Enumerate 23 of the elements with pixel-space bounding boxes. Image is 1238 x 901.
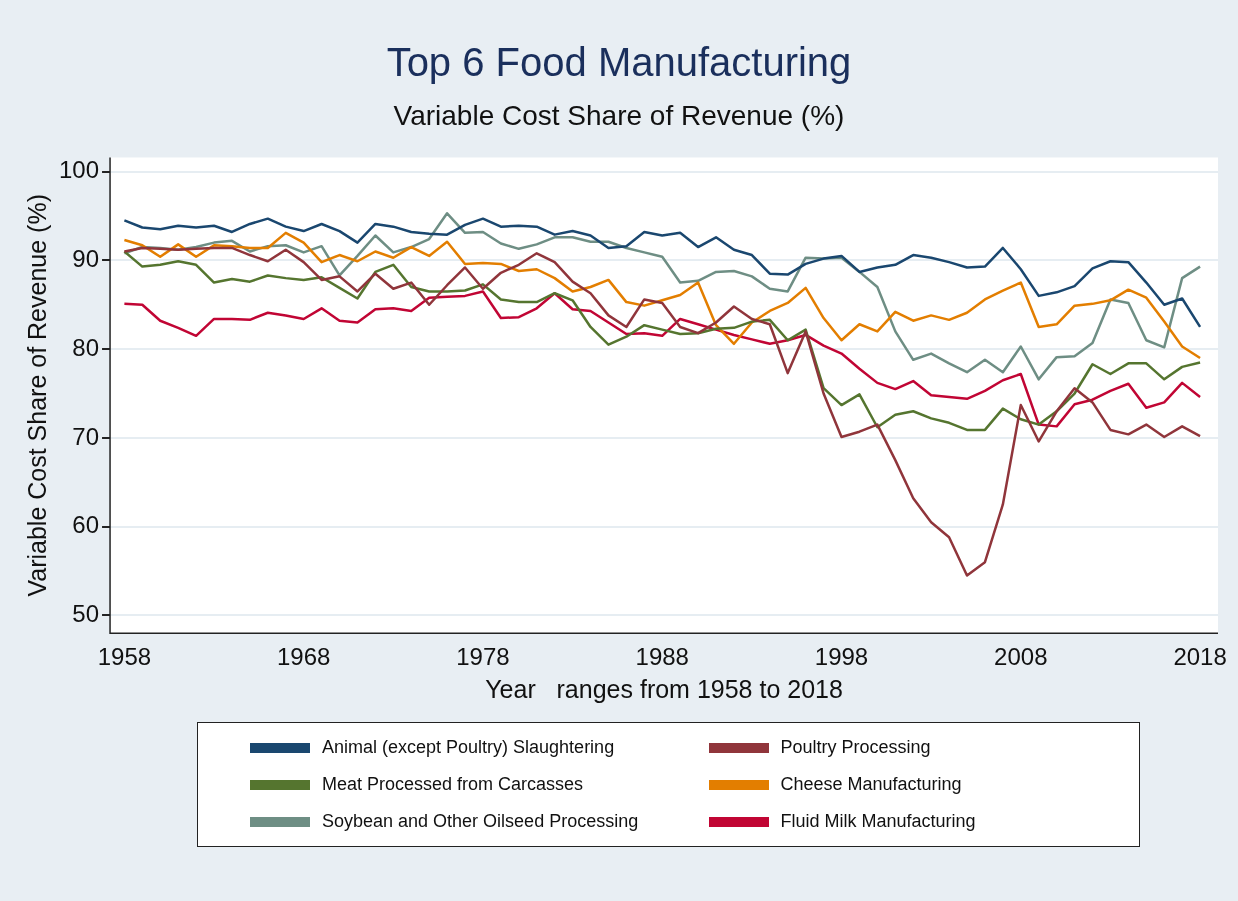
chart-title: Top 6 Food Manufacturing [385, 40, 853, 85]
y-tick-label: 60 [72, 511, 100, 539]
legend-label: Fluid Milk Manufacturing [780, 811, 976, 832]
legend-label: Meat Processed from Carcasses [322, 774, 584, 795]
chart-subtitle: Variable Cost Share of Revenue (%) [392, 100, 846, 132]
legend-label: Soybean and Other Oilseed Processing [322, 811, 639, 832]
x-tick-label: 2018 [1173, 643, 1227, 671]
y-tick-label: 70 [72, 422, 100, 450]
x-tick-label: 2008 [994, 643, 1048, 671]
x-tick-label: 1998 [814, 643, 869, 671]
x-axis-title: Year ranges from 1958 to 2018 [485, 674, 843, 703]
y-tick-label: 50 [72, 600, 100, 628]
y-tick-label: 90 [72, 245, 100, 272]
x-tick-label: 1988 [635, 643, 689, 671]
y-axis-title: Variable Cost Share of Revenue (%) [22, 194, 51, 597]
x-tick-label: 1958 [97, 643, 152, 671]
y-tick-label: 100 [59, 156, 100, 184]
y-tick-label: 80 [72, 333, 100, 361]
x-tick-label: 1978 [456, 643, 510, 671]
legend-label: Poultry Processing [780, 737, 931, 758]
legend-label: Cheese Manufacturing [780, 774, 962, 795]
legend-label: Animal (except Poultry) Slaughtering [322, 737, 615, 758]
x-tick-label: 1968 [276, 643, 331, 671]
